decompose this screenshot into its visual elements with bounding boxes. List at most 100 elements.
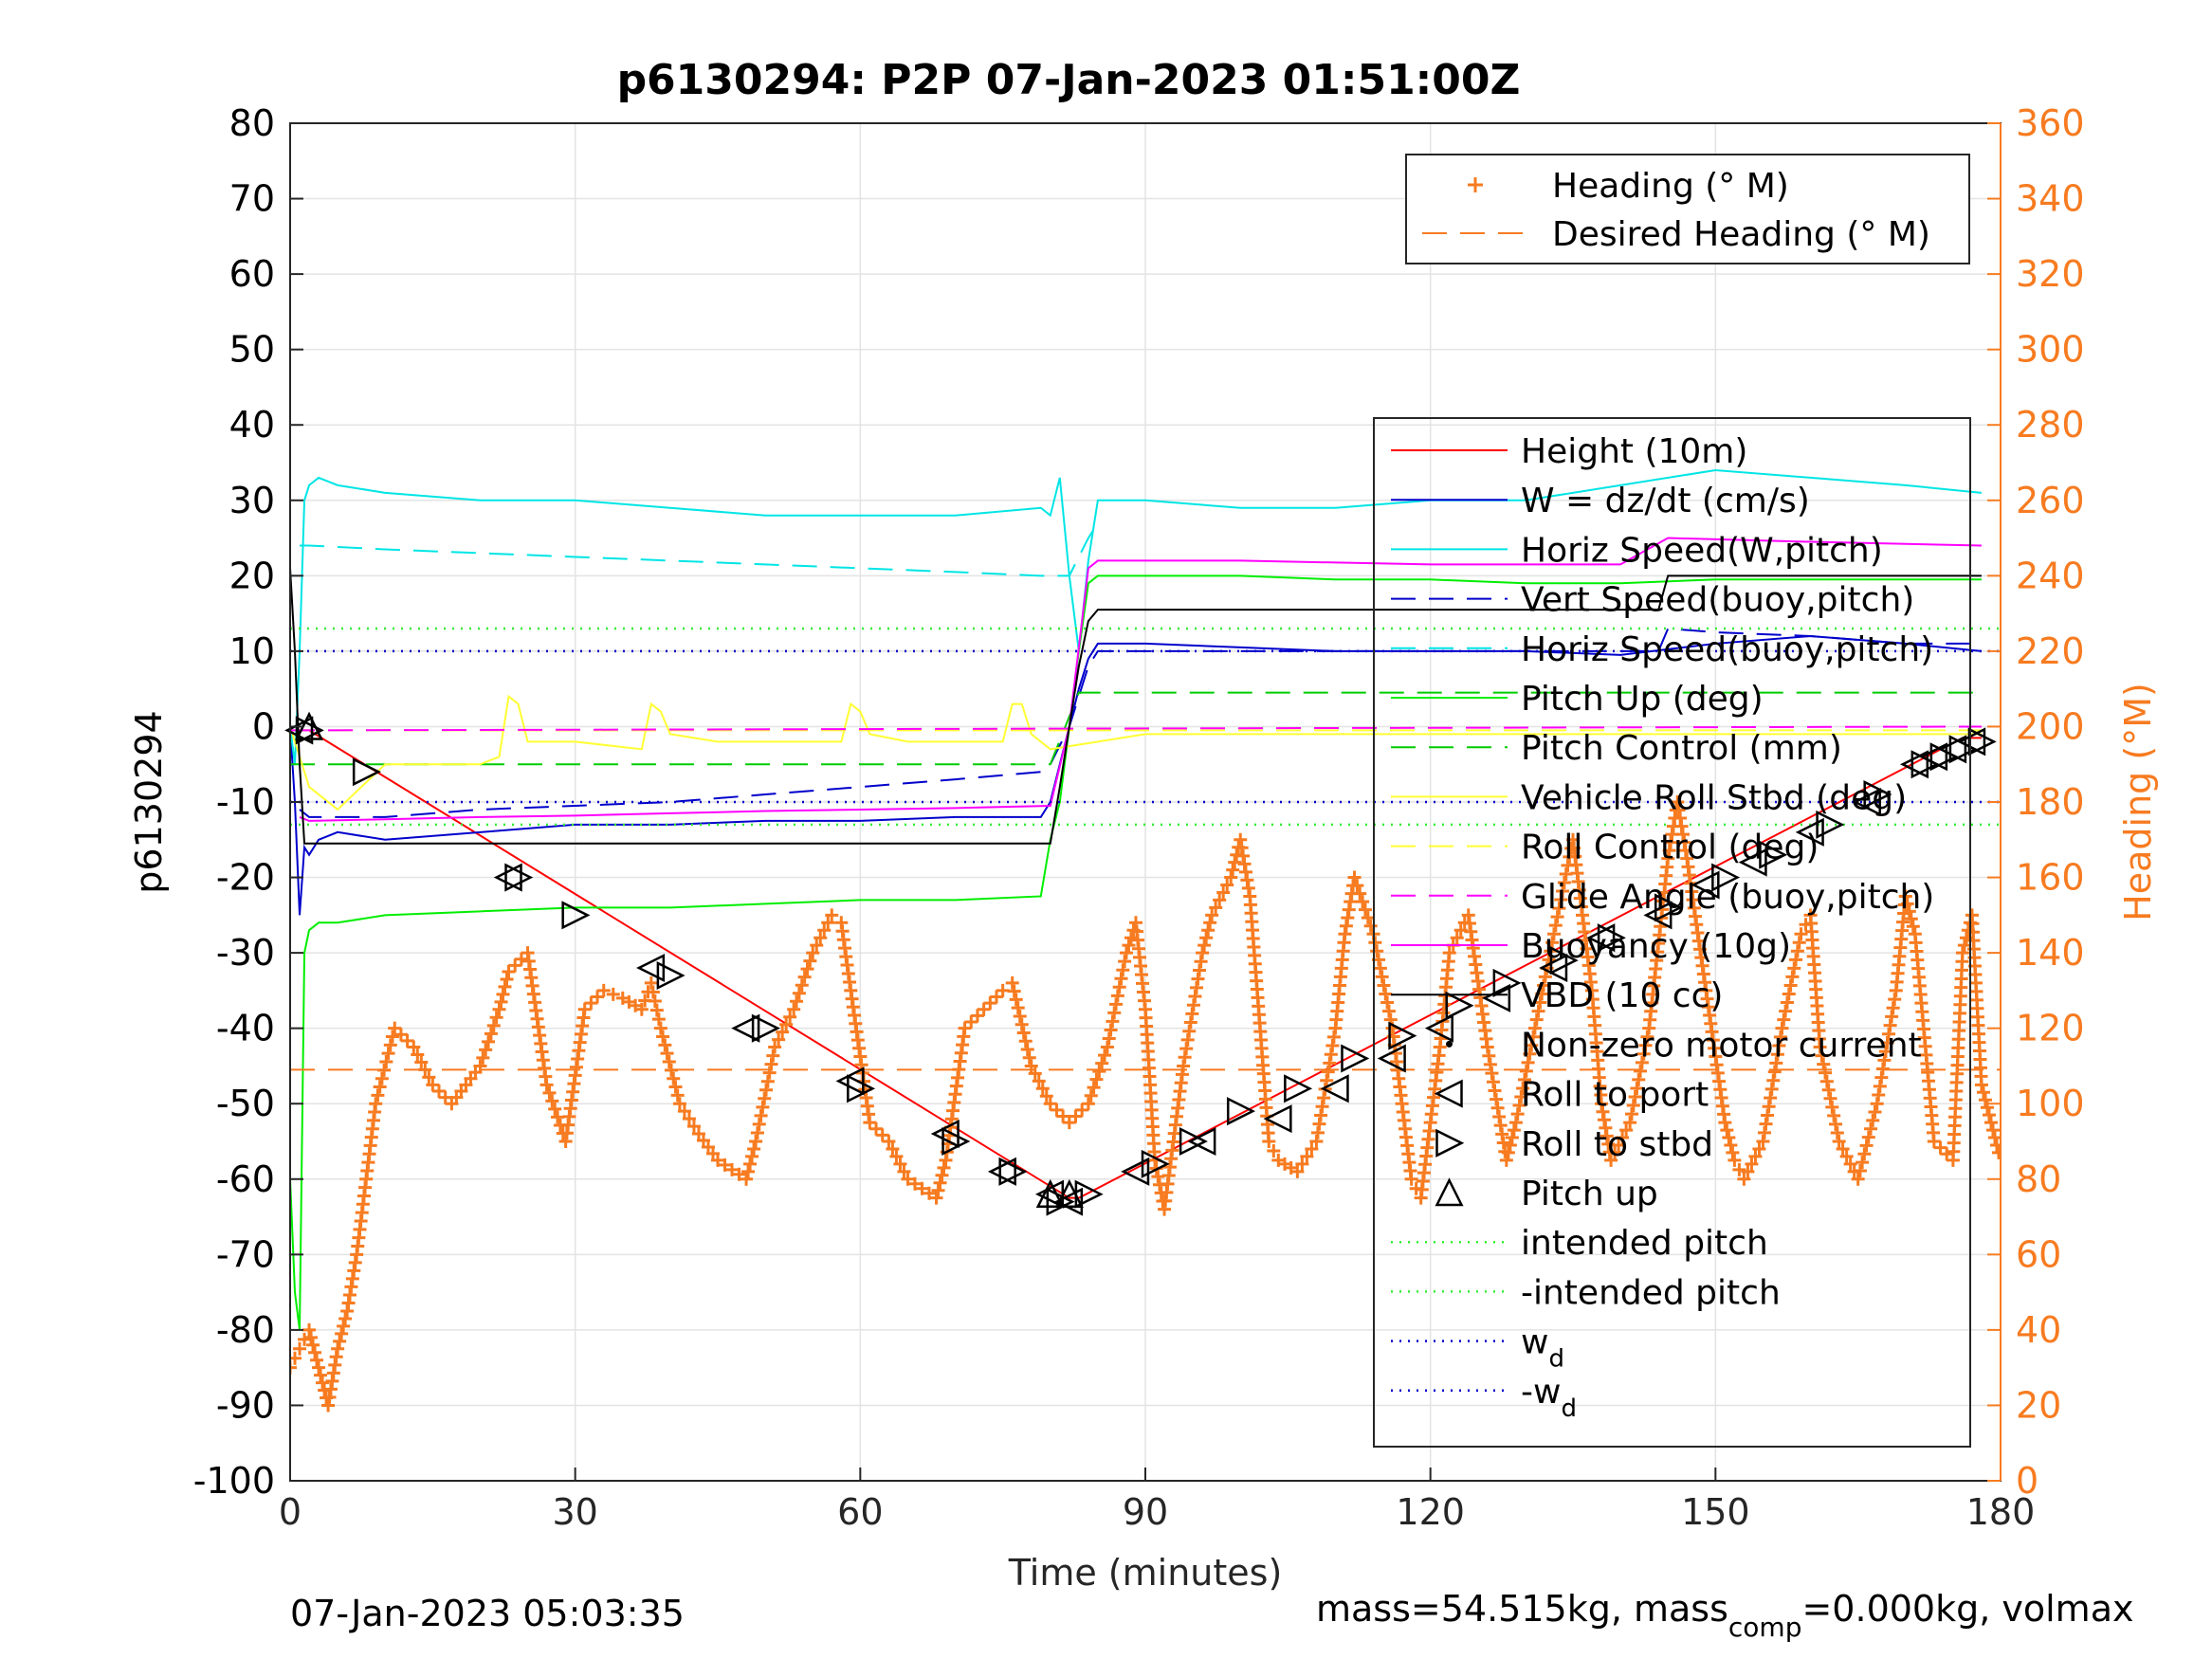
- legend-item-intended-pitch-16: intended pitch: [1391, 1224, 1768, 1263]
- marker-roll-to-port: [1539, 953, 1568, 983]
- heading-point: [996, 983, 1010, 997]
- heading-point: [1228, 855, 1242, 869]
- y-tick-label: -80: [216, 1309, 275, 1351]
- heading-point: [1980, 1101, 1994, 1115]
- legend-label: -wd: [1521, 1373, 1577, 1423]
- heading-point: [381, 1047, 395, 1061]
- heading-point: [718, 1158, 732, 1172]
- heading-point: [1861, 1130, 1875, 1144]
- heading-point: [502, 965, 516, 978]
- legend-label: Non-zero motor current: [1521, 1026, 1922, 1065]
- heading-point: [1521, 1055, 1535, 1069]
- heading-point: [758, 1091, 772, 1105]
- heading-point: [1815, 1048, 1829, 1063]
- heading-point: [1886, 1001, 1900, 1015]
- heading-point: [762, 1066, 777, 1080]
- heading-point: [1550, 910, 1564, 924]
- legend-label: Glide Angle (buoy,pitch): [1521, 878, 1934, 917]
- legend-swatch: [1435, 1177, 1464, 1207]
- heading-point: [649, 1003, 664, 1017]
- heading-point: [1878, 1045, 1892, 1059]
- heading-point: [1608, 1145, 1622, 1159]
- heading-point: [1516, 1081, 1530, 1095]
- heading-point: [1526, 1030, 1541, 1044]
- heading-point: [754, 1108, 768, 1122]
- heading-point: [1859, 1139, 1874, 1153]
- series-vert-speed-buoy-pitch: [299, 627, 1982, 818]
- marker-roll-to-port: [1320, 1074, 1349, 1103]
- heading-point: [1326, 1030, 1341, 1044]
- heading-point: [1792, 936, 1806, 950]
- heading-point: [418, 1063, 432, 1077]
- heading-point: [915, 1181, 929, 1195]
- marker-roll-to-port: [1377, 1044, 1406, 1073]
- heading-point: [1450, 931, 1464, 945]
- heading-point: [790, 994, 804, 1009]
- heading-point: [1375, 970, 1389, 984]
- legend-label: Buoyancy (10g): [1521, 927, 1791, 966]
- heading-point: [584, 996, 598, 1011]
- heading-point: [725, 1162, 740, 1176]
- heading-point: [1764, 1082, 1779, 1096]
- heading-point: [545, 1094, 559, 1108]
- heading-point: [542, 1085, 557, 1100]
- heading-point: [886, 1141, 900, 1156]
- heading-point: [882, 1135, 896, 1148]
- heading-point: [1527, 1021, 1542, 1035]
- y2-axis-label: Heading (°M): [2117, 683, 2159, 921]
- legend-item-roll-control-deg-8: Roll Control (deg): [1391, 829, 1819, 867]
- heading-point: [1325, 1039, 1340, 1053]
- heading-point: [1987, 1131, 2001, 1145]
- heading-point: [1546, 927, 1561, 941]
- heading-point: [1636, 1047, 1651, 1061]
- heading-point: [1043, 1097, 1057, 1111]
- heading-point: [869, 1121, 884, 1136]
- marker-roll-to-port: [731, 1013, 760, 1043]
- heading-point: [1619, 1123, 1634, 1138]
- heading-point: [1794, 927, 1808, 941]
- heading-point: [760, 1074, 775, 1088]
- heading-point: [977, 1002, 991, 1016]
- marker-roll-to-stbd: [656, 960, 686, 991]
- heading-point: [1056, 1109, 1070, 1123]
- heading-point: [1529, 1012, 1544, 1027]
- heading-point: [1839, 1149, 1854, 1163]
- heading-point: [1821, 1083, 1836, 1097]
- heading-point: [1199, 931, 1214, 945]
- series-horiz-speed-w-pitch: [290, 468, 1983, 765]
- legend-item-vbd-10-cc-11: VBD (10 cc): [1391, 976, 1723, 1015]
- heading-point: [1983, 1116, 1998, 1130]
- heading-point: [937, 1160, 951, 1175]
- y2-tick-label: 280: [2016, 404, 2085, 446]
- heading-point: [787, 1002, 801, 1016]
- legend-item-horiz-speed-buoy-pitch-4: Horiz Speed(buoy,pitch): [1391, 630, 1933, 669]
- x-tick-label: 0: [279, 1491, 302, 1533]
- heading-point: [1062, 1116, 1076, 1130]
- heading-point: [1496, 1136, 1510, 1150]
- marker-roll-to-port: [1691, 870, 1720, 900]
- heading-point: [1295, 1157, 1309, 1171]
- series-glide-angle-buoy-pitch: [290, 725, 1982, 732]
- heading-point: [1194, 955, 1208, 969]
- heading-point: [1828, 1117, 1842, 1131]
- heading-point: [1015, 1017, 1029, 1031]
- heading-point: [1989, 1138, 2001, 1152]
- heading-point: [1523, 1047, 1537, 1061]
- heading-point: [752, 1117, 766, 1131]
- heading-point: [1309, 1135, 1324, 1148]
- heading-point: [1823, 1091, 1837, 1105]
- heading-point: [1623, 1116, 1637, 1130]
- heading-point: [1767, 1065, 1782, 1079]
- heading-point: [591, 990, 605, 1004]
- mass-footer-suffix: =0.000kg, volmax: [1801, 1588, 2133, 1630]
- y2-tick-label: 80: [2016, 1158, 2061, 1200]
- y-tick-label: 60: [229, 253, 275, 295]
- heading-point: [1507, 1123, 1521, 1138]
- heading-point: [1370, 944, 1384, 958]
- heading-point: [759, 1083, 774, 1097]
- heading-point: [821, 916, 835, 930]
- legend-label: Desired Heading (° M): [1552, 215, 1930, 254]
- heading-point: [1825, 1100, 1839, 1114]
- y-tick-label: 10: [229, 630, 275, 672]
- heading-point: [1978, 1093, 1992, 1107]
